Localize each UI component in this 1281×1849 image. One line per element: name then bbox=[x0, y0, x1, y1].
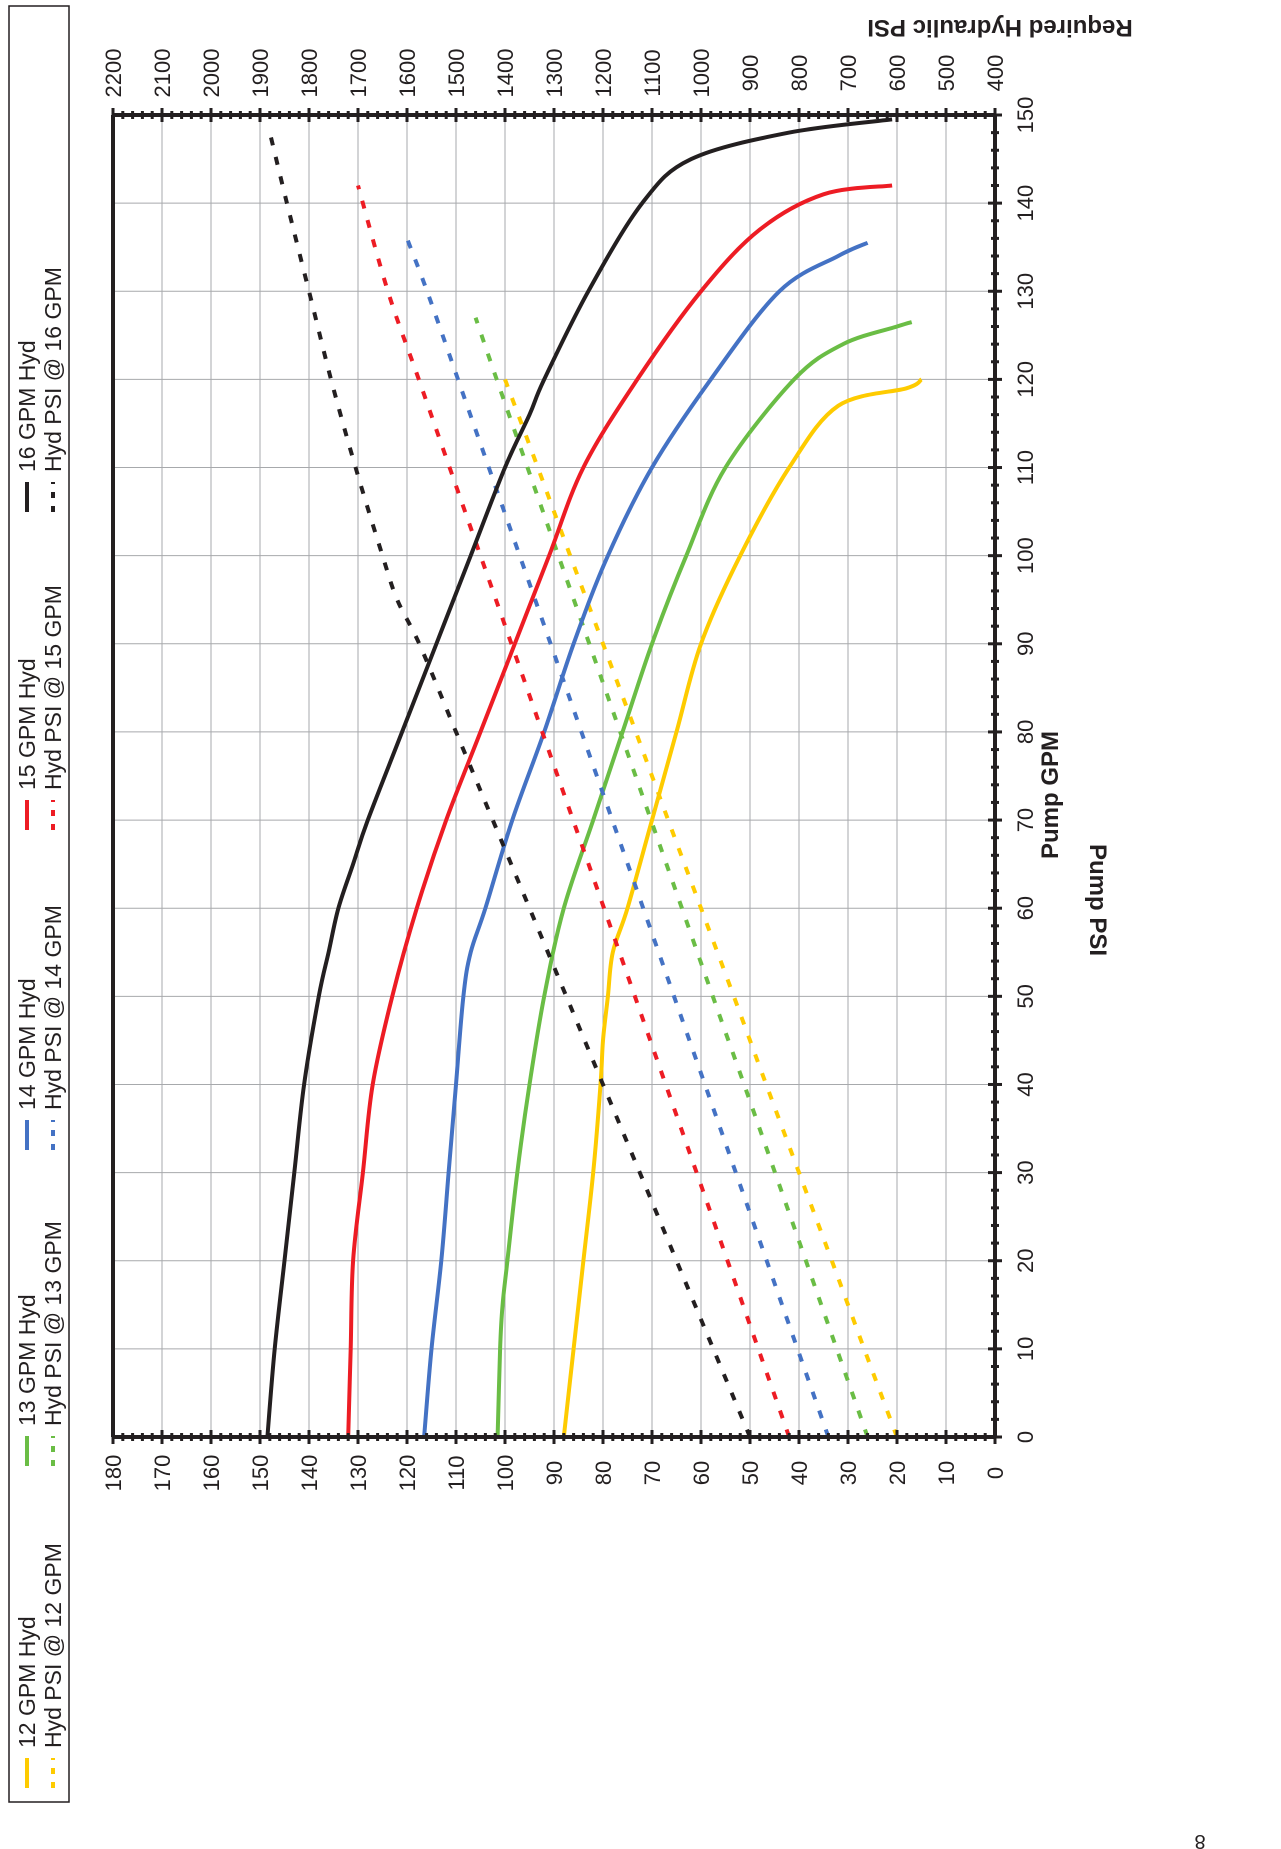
series-line-6 bbox=[346, 183, 893, 1438]
y2-tick-label: 1300 bbox=[542, 49, 567, 98]
series-line-9 bbox=[267, 132, 752, 1438]
y-tick-label: 50 bbox=[738, 1461, 763, 1485]
legend-label-7: Hyd PSI @ 15 GPM bbox=[40, 585, 66, 790]
x-tick-label: 50 bbox=[1013, 984, 1038, 1008]
legend-label-6: 15 GPM Hyd bbox=[14, 658, 40, 790]
y-tick-label: 120 bbox=[395, 1455, 420, 1492]
y2-tick-label: 700 bbox=[836, 55, 861, 92]
x-tick-label: 140 bbox=[1013, 185, 1038, 222]
y-tick-label: 110 bbox=[444, 1455, 469, 1490]
series-line-3 bbox=[473, 317, 870, 1438]
series-line-1 bbox=[503, 378, 899, 1438]
y2-axis-title: Required Hydraulic PSI bbox=[867, 14, 1132, 41]
y-tick-label: 100 bbox=[493, 1455, 518, 1492]
y-tick-label: 170 bbox=[150, 1455, 175, 1492]
x-tick-label: 60 bbox=[1013, 896, 1038, 920]
y2-tick-label: 1200 bbox=[591, 49, 616, 98]
y-tick-label: 40 bbox=[787, 1461, 812, 1485]
y-tick-label: 10 bbox=[934, 1461, 959, 1485]
y-tick-label: 60 bbox=[689, 1461, 714, 1485]
series-layer bbox=[265, 117, 923, 1438]
x-tick-label: 10 bbox=[1013, 1337, 1038, 1361]
y-tick-label: 90 bbox=[542, 1461, 567, 1485]
legend-label-1: Hyd PSI @ 12 GPM bbox=[40, 1543, 66, 1748]
y2-tick-label: 1800 bbox=[297, 49, 322, 98]
series-line-2 bbox=[495, 320, 913, 1438]
y-tick-label: 30 bbox=[836, 1461, 861, 1485]
y-tick-label: 140 bbox=[297, 1455, 322, 1492]
grid-lines bbox=[112, 114, 996, 1438]
y2-tick-label: 1000 bbox=[689, 49, 714, 98]
y-tick-label: 150 bbox=[248, 1455, 273, 1492]
legend-label-9: Hyd PSI @ 16 GPM bbox=[40, 267, 66, 472]
series-line-0 bbox=[561, 377, 923, 1438]
y-tick-label: 20 bbox=[885, 1461, 910, 1485]
y2-tick-label: 2100 bbox=[150, 49, 175, 98]
axes-layer bbox=[111, 108, 1002, 1444]
x-tick-label: 20 bbox=[1013, 1248, 1038, 1272]
y2-tick-label: 1600 bbox=[395, 49, 420, 98]
legend-label-8: 16 GPM Hyd bbox=[14, 340, 40, 472]
series-line-7 bbox=[356, 184, 792, 1438]
y-tick-label: 80 bbox=[591, 1461, 616, 1485]
y2-tick-label: 1400 bbox=[493, 49, 518, 98]
y-tick-label: 180 bbox=[101, 1455, 126, 1492]
legend-box bbox=[8, 5, 70, 1803]
legend-label-0: 12 GPM Hyd bbox=[14, 1616, 40, 1748]
y-tick-label: 0 bbox=[983, 1467, 1008, 1479]
x-tick-label: 70 bbox=[1013, 808, 1038, 832]
x-tick-label: 30 bbox=[1013, 1160, 1038, 1184]
x-tick-label: 80 bbox=[1013, 720, 1038, 744]
legend-label-2: 13 GPM Hyd bbox=[14, 1294, 40, 1426]
page-number: 8 bbox=[1194, 1830, 1205, 1849]
y2-tick-label: 800 bbox=[787, 55, 812, 92]
y-axis-title: Pump PSI bbox=[1084, 844, 1111, 956]
y2-tick-label: 1100 bbox=[640, 49, 665, 96]
y2-tick-label: 500 bbox=[934, 55, 959, 92]
y-tick-label: 130 bbox=[346, 1455, 371, 1492]
x-tick-label: 40 bbox=[1013, 1072, 1038, 1096]
legend-label-3: Hyd PSI @ 13 GPM bbox=[40, 1221, 66, 1426]
x-tick-label: 150 bbox=[1013, 97, 1038, 134]
series-line-8 bbox=[265, 117, 893, 1438]
y2-tick-label: 1900 bbox=[248, 49, 273, 98]
y2-tick-label: 2000 bbox=[199, 49, 224, 98]
x-tick-label: 110 bbox=[1013, 450, 1038, 485]
legend-label-5: Hyd PSI @ 14 GPM bbox=[40, 905, 66, 1110]
legend-label-4: 14 GPM Hyd bbox=[14, 978, 40, 1110]
series-line-4 bbox=[422, 240, 869, 1438]
series-line-5 bbox=[405, 237, 831, 1438]
y2-tick-label: 600 bbox=[885, 55, 910, 92]
x-tick-label: 100 bbox=[1013, 537, 1038, 574]
y2-tick-label: 1700 bbox=[346, 49, 371, 98]
y-tick-label: 160 bbox=[199, 1455, 224, 1492]
x-tick-label: 90 bbox=[1013, 632, 1038, 656]
y2-tick-label: 1500 bbox=[444, 49, 469, 98]
y2-tick-label: 900 bbox=[738, 55, 763, 92]
x-tick-label: 130 bbox=[1013, 273, 1038, 310]
y2-tick-label: 2200 bbox=[101, 49, 126, 98]
tick-labels: 0102030405060708090100110120130140150010… bbox=[101, 49, 1038, 1492]
y-tick-label: 70 bbox=[640, 1461, 665, 1485]
x-tick-label: 0 bbox=[1013, 1431, 1038, 1443]
y2-tick-label: 400 bbox=[983, 55, 1008, 92]
x-tick-label: 120 bbox=[1013, 361, 1038, 398]
x-axis-title: Pump GPM bbox=[1037, 731, 1064, 859]
